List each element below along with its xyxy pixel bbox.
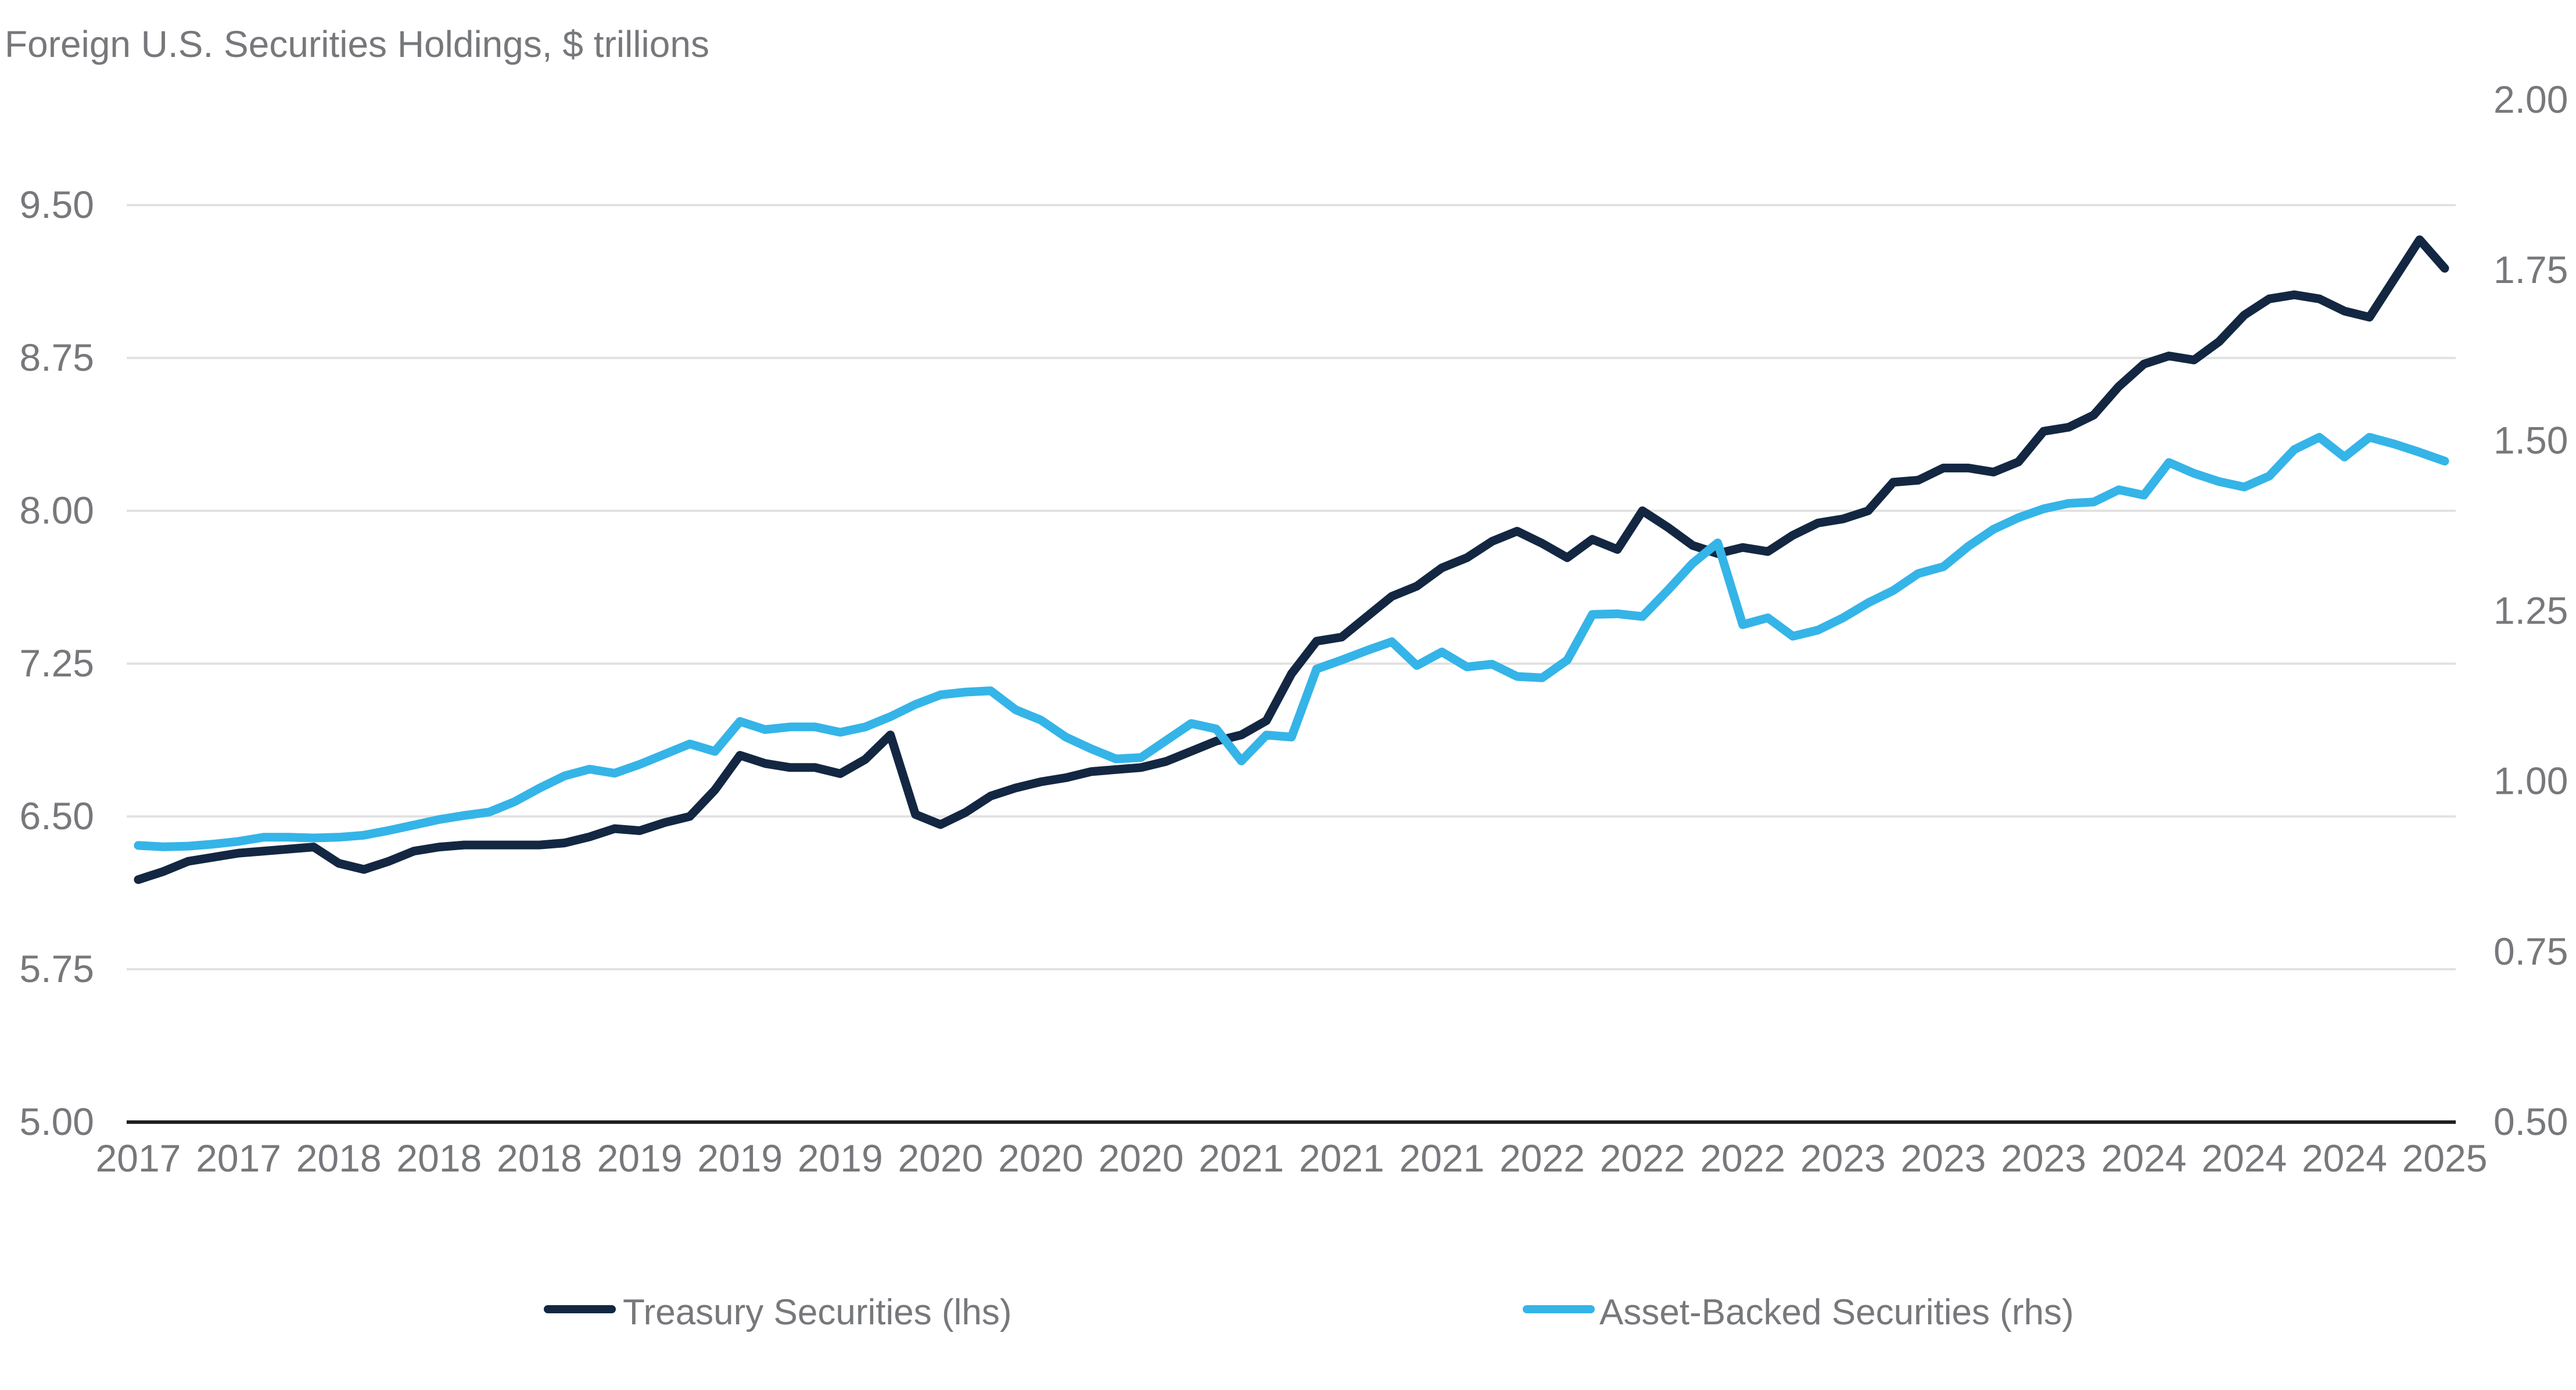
x-axis-label: 2025 bbox=[2402, 1137, 2488, 1180]
right-axis-tick: 0.50 bbox=[2494, 1100, 2568, 1143]
x-axis-label: 2018 bbox=[497, 1137, 582, 1180]
right-axis-tick: 1.00 bbox=[2494, 760, 2568, 803]
x-axis-label: 2024 bbox=[2302, 1137, 2387, 1180]
x-axis-label: 2022 bbox=[1700, 1137, 1785, 1180]
x-axis-label: 2018 bbox=[396, 1137, 482, 1180]
data-series bbox=[134, 235, 2449, 884]
x-axis-label: 2022 bbox=[1600, 1137, 1685, 1180]
x-axis-label: 2019 bbox=[697, 1137, 783, 1180]
legend: Treasury Securities (lhs) Asset-Backed S… bbox=[544, 1292, 2074, 1332]
legend-label-treasury: Treasury Securities (lhs) bbox=[623, 1292, 1012, 1332]
legend-label-abs: Asset-Backed Securities (rhs) bbox=[1599, 1292, 2074, 1332]
left-axis-tick: 6.50 bbox=[20, 794, 94, 837]
left-axis-tick: 8.00 bbox=[20, 489, 94, 532]
gridlines bbox=[127, 204, 2456, 1124]
x-axis-label: 2021 bbox=[1199, 1137, 1284, 1180]
legend-swatch-treasury bbox=[544, 1305, 616, 1313]
x-axis-label: 2017 bbox=[96, 1137, 181, 1180]
axis-labels: 9.50 8.75 8.00 7.25 6.50 5.75 5.00 2.00 1.75 1.50… bbox=[20, 78, 2568, 1180]
left-axis-tick: 5.00 bbox=[20, 1100, 94, 1143]
legend-swatch-abs bbox=[1523, 1305, 1595, 1313]
x-axis-label: 2020 bbox=[1099, 1137, 1184, 1180]
chart-title: Foreign U.S. Securities Holdings, $ tril… bbox=[5, 23, 709, 65]
x-axis-label: 2019 bbox=[798, 1137, 883, 1180]
right-axis-tick: 1.75 bbox=[2494, 248, 2568, 291]
x-axis-label: 2020 bbox=[998, 1137, 1084, 1180]
series-line-abs bbox=[134, 433, 2449, 851]
left-axis-tick: 7.25 bbox=[20, 642, 94, 685]
x-axis-label: 2021 bbox=[1399, 1137, 1484, 1180]
left-axis-tick: 5.75 bbox=[20, 947, 94, 990]
x-axis-label: 2022 bbox=[1499, 1137, 1585, 1180]
x-axis-label: 2019 bbox=[597, 1137, 683, 1180]
x-axis-label: 2023 bbox=[1800, 1137, 1886, 1180]
right-axis-tick: 0.75 bbox=[2494, 930, 2568, 973]
x-axis-label: 2018 bbox=[296, 1137, 382, 1180]
left-axis-tick: 9.50 bbox=[20, 183, 94, 226]
x-axis-label: 2024 bbox=[2201, 1137, 2287, 1180]
series-line-treasury bbox=[134, 235, 2449, 884]
x-axis-label: 2023 bbox=[1901, 1137, 1986, 1180]
right-axis-tick: 1.50 bbox=[2494, 418, 2568, 461]
x-axis-label: 2023 bbox=[2001, 1137, 2086, 1180]
x-axis-label: 2017 bbox=[196, 1137, 281, 1180]
left-axis-tick: 8.75 bbox=[20, 336, 94, 379]
x-axis-label: 2020 bbox=[898, 1137, 983, 1180]
x-axis-label: 2024 bbox=[2101, 1137, 2187, 1180]
x-axis-label: 2021 bbox=[1299, 1137, 1384, 1180]
right-axis-tick: 1.25 bbox=[2494, 589, 2568, 632]
right-axis-tick: 2.00 bbox=[2494, 78, 2568, 121]
